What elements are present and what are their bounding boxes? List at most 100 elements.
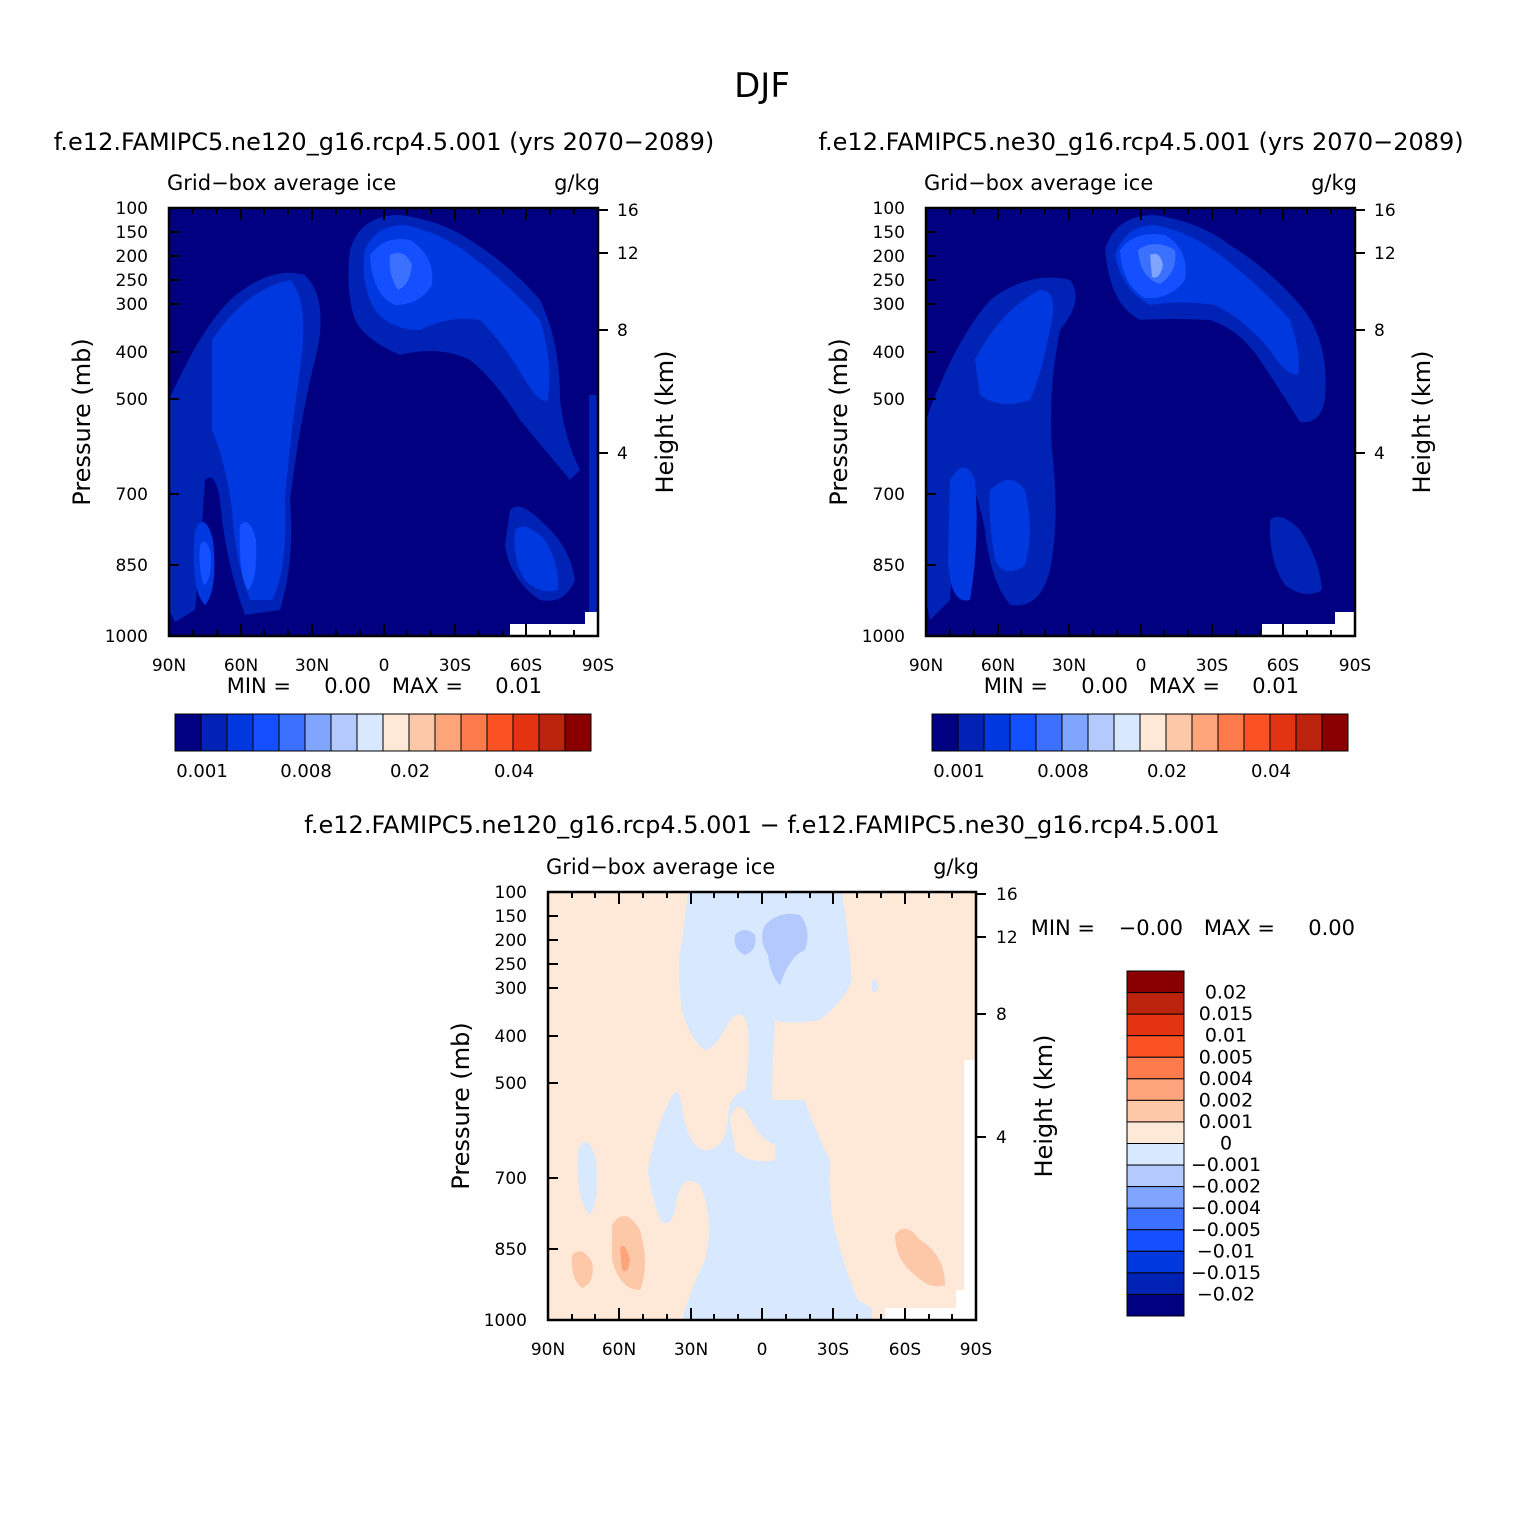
panel3-ytick-label: 500 <box>495 1074 527 1094</box>
panel2-axis-ticks <box>925 207 1365 637</box>
colorbar-swatch <box>460 713 488 752</box>
panel1-height-axis-label: Height (km) <box>651 351 679 494</box>
panel3-tick-marks <box>547 891 986 1321</box>
colorbar-swatch <box>226 713 254 752</box>
panel3-max-label: MAX = <box>1204 916 1275 940</box>
panel1-title: f.e12.FAMIPC5.ne120_g16.rcp4.5.001 (yrs … <box>54 128 715 156</box>
panel1-plot-area <box>167 206 600 638</box>
colorbar-swatch <box>1126 1035 1185 1058</box>
panel1-max-value: 0.01 <box>495 674 542 698</box>
panel1-contour-southern-core <box>514 526 559 592</box>
panel1-variable-label: Grid−box average ice <box>167 171 396 195</box>
panel2-max-label: MAX = <box>1149 674 1220 698</box>
panel2-title: f.e12.FAMIPC5.ne30_g16.rcp4.5.001 (yrs 2… <box>818 128 1463 156</box>
colorbar-swatch <box>486 713 514 752</box>
panel1-xtick-label: 60N <box>224 656 258 676</box>
colorbar-swatch <box>1126 1272 1185 1295</box>
panel3-colorbar-label: 0.015 <box>1199 1003 1253 1025</box>
panel1-ytick-label: 200 <box>116 247 148 267</box>
panel2-ytick-label: 150 <box>873 223 905 243</box>
panel1-pressure-axis-label: Pressure (mb) <box>68 338 96 505</box>
panel2-min-value: 0.00 <box>1081 674 1128 698</box>
panel3-contour-pos-southern <box>895 1228 945 1287</box>
panel3-colorbar <box>1126 970 1185 1317</box>
panel3-title: f.e12.FAMIPC5.ne120_g16.rcp4.5.001 − f.e… <box>304 811 1220 839</box>
colorbar-swatch <box>1126 1186 1185 1209</box>
colorbar-swatch <box>1295 713 1323 752</box>
colorbar-swatch <box>1126 1121 1185 1144</box>
panel3-units-label: g/kg <box>933 855 979 879</box>
panel2-height-tick-label: 4 <box>1374 444 1385 464</box>
panel3-xtick-label: 90N <box>531 1340 565 1360</box>
panel2-xtick-label: 90N <box>909 656 943 676</box>
colorbar-swatch <box>931 713 959 752</box>
panel3-colorbar-label: 0.01 <box>1205 1025 1247 1047</box>
panel2-xtick-label: 60S <box>1267 656 1299 676</box>
colorbar-swatch <box>1126 1250 1185 1274</box>
panel3-xtick-label: 60S <box>889 1340 921 1360</box>
panel2-colorbar-label: 0.02 <box>1147 761 1187 782</box>
colorbar-swatch <box>1269 713 1297 752</box>
colorbar-swatch <box>408 713 436 752</box>
panel-ne120: f.e12.FAMIPC5.ne120_g16.rcp4.5.001 (yrs … <box>54 128 715 782</box>
colorbar-swatch <box>1321 713 1349 752</box>
panel1-xtick-label: 30N <box>295 656 329 676</box>
panel1-ytick-label: 150 <box>116 223 148 243</box>
colorbar-swatch <box>1087 713 1115 752</box>
panel1-height-tick-label: 8 <box>617 321 628 341</box>
panel1-missing-data <box>510 612 598 636</box>
panel1-height-tick-label: 16 <box>617 201 639 221</box>
panel2-colorbar-label: 0.008 <box>1037 761 1089 782</box>
colorbar-swatch <box>1165 713 1193 752</box>
panel1-xtick-label: 30S <box>439 656 471 676</box>
panel2-colorbar-label: 0.04 <box>1251 761 1291 782</box>
panel-difference: f.e12.FAMIPC5.ne120_g16.rcp4.5.001 − f.e… <box>304 811 1355 1360</box>
panel3-min-value: −0.00 <box>1119 916 1183 940</box>
panel3-xtick-label: 60N <box>602 1340 636 1360</box>
colorbar-swatch <box>538 713 566 752</box>
panel3-contour-pos-midlat <box>612 1216 645 1290</box>
panel3-ytick-label: 100 <box>495 883 527 903</box>
panel2-height-tick-label: 12 <box>1374 244 1396 264</box>
panel1-axis-ticks <box>168 207 608 637</box>
panel2-ytick-label: 200 <box>873 247 905 267</box>
panel1-contour-midlat-core <box>239 522 257 590</box>
panel3-colorbar-label: −0.001 <box>1191 1154 1261 1176</box>
colorbar-swatch <box>1126 1056 1185 1080</box>
panel1-colorbar-label: 0.04 <box>494 761 534 782</box>
panel2-min-label: MIN = <box>984 674 1048 698</box>
panel3-colorbar-label: −0.02 <box>1197 1283 1255 1305</box>
panel1-units-label: g/kg <box>554 171 600 195</box>
panel2-xtick-label: 90S <box>1339 656 1371 676</box>
colorbar-swatch <box>957 713 985 752</box>
panel2-xtick-label: 60N <box>981 656 1015 676</box>
panel3-contour-neg-core <box>762 913 808 985</box>
panel2-colorbar-label: 0.001 <box>933 761 985 782</box>
panel3-colorbar-label: −0.015 <box>1191 1262 1261 1284</box>
panel3-contour-small-neg <box>734 930 756 955</box>
panel1-contour-northern-core <box>212 280 304 600</box>
colorbar-swatch <box>1126 992 1185 1015</box>
panel1-colorbar <box>174 713 592 752</box>
panel3-colorbar-label: 0.005 <box>1199 1046 1253 1068</box>
panel3-ytick-label: 150 <box>495 907 527 927</box>
panel3-variable-label: Grid−box average ice <box>546 855 775 879</box>
colorbar-swatch <box>200 713 228 752</box>
panel3-colorbar-label: 0.001 <box>1199 1111 1253 1133</box>
panel3-colorbar-label: −0.004 <box>1191 1197 1261 1219</box>
colorbar-swatch <box>1126 1099 1185 1123</box>
panel2-colorbar <box>931 713 1349 752</box>
colorbar-swatch <box>1139 713 1167 752</box>
panel1-ytick-label: 1000 <box>105 627 148 647</box>
panel2-height-tick-label: 16 <box>1374 201 1396 221</box>
colorbar-swatch <box>434 713 462 752</box>
panel3-height-tick-label: 12 <box>996 928 1018 948</box>
panel3-height-tick-label: 4 <box>996 1128 1007 1148</box>
panel2-ytick-label: 700 <box>873 485 905 505</box>
colorbar-swatch <box>304 713 332 752</box>
panel3-ytick-label: 1000 <box>484 1311 527 1331</box>
panel1-tick-marks <box>168 207 608 637</box>
panel2-ytick-label: 250 <box>873 271 905 291</box>
colorbar-swatch <box>1126 970 1185 994</box>
